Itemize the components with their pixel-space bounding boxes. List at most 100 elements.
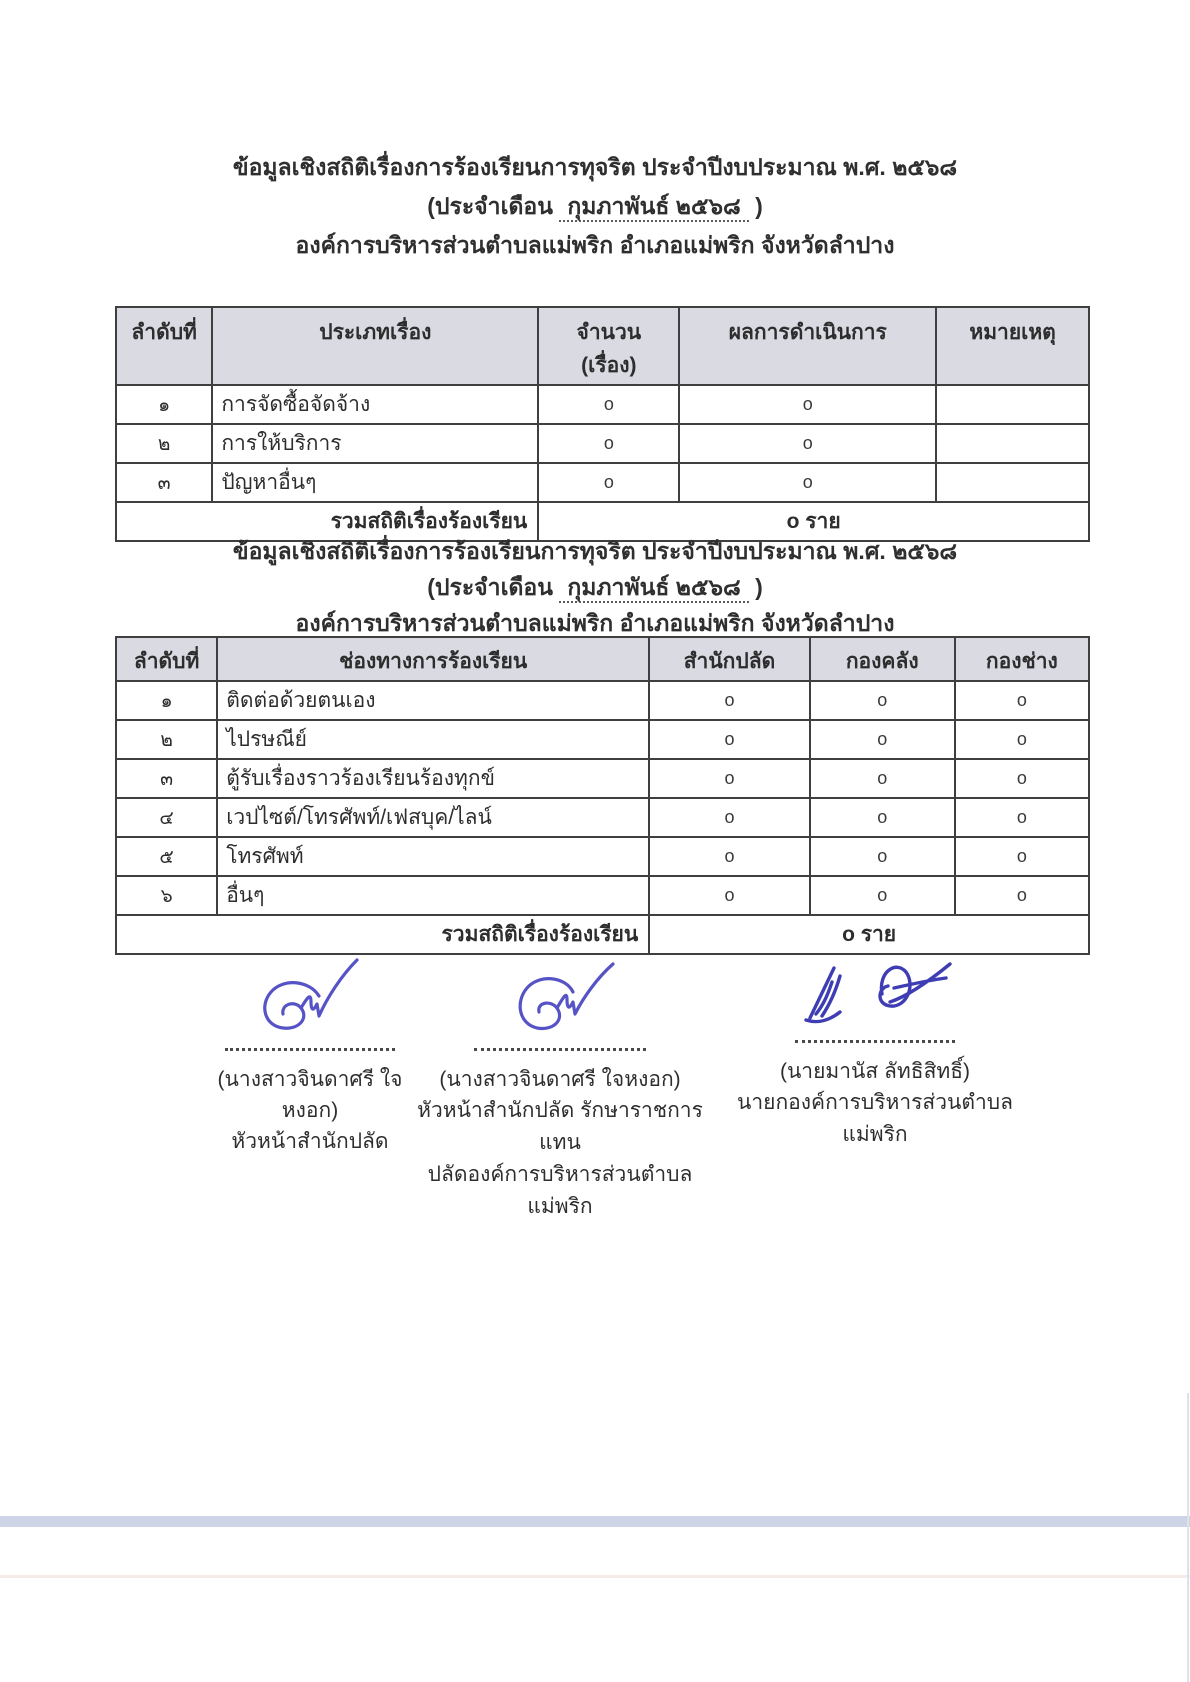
channel-label: ติดต่อด้วยตนเอง (216, 680, 651, 721)
col-header-no: ลำดับที่ (114, 636, 219, 682)
count-value: o (537, 384, 681, 425)
result-value: o (678, 384, 938, 425)
result-value: o (678, 423, 938, 464)
row-number: ๕ (114, 836, 219, 877)
row-number: ๓ (114, 758, 219, 799)
office3-value: o (953, 836, 1091, 877)
col-header-office1: สำนักปลัด (648, 636, 811, 682)
note-value (935, 384, 1090, 425)
table-row: ๑ ติดต่อด้วยตนเอง o o o (114, 680, 1091, 721)
signature-1-role: หัวหน้าสำนักปลัด (231, 1130, 389, 1153)
col-header-type: ประเภทเรื่อง (211, 306, 540, 386)
office2-value: o (808, 719, 956, 760)
signature-2-name: (นางสาวจินดาศรี ใจหงอก) (439, 1068, 681, 1091)
table-row: ๒ การให้บริการ o o (114, 423, 1090, 464)
table-row: ๓ ตู้รับเรื่องราวร้องเรียนร้องทุกข์ o o … (114, 758, 1091, 799)
col-header-result: ผลการดำเนินการ (678, 306, 938, 386)
table-row: ๔ เวปไซต์/โทรศัพท์/เฟสบุค/ไลน์ o o o (114, 797, 1091, 838)
signature-1-ink (263, 958, 359, 1030)
total-value: o ราย (537, 501, 1090, 542)
col-header-channel: ช่องทางการร้องเรียน (216, 636, 651, 682)
office2-value: o (808, 875, 956, 916)
col-header-office2: กองคลัง (808, 636, 956, 682)
signature-3-ink (804, 962, 952, 1024)
office1-value: o (648, 836, 811, 877)
row-number: ๒ (114, 423, 214, 464)
signature-2-ink (518, 962, 615, 1031)
channel-label: เวปไซต์/โทรศัพท์/เฟสบุค/ไลน์ (216, 797, 651, 838)
signature-2-role-line1: หัวหน้าสำนักปลัด รักษาราชการแทน (417, 1099, 703, 1154)
office2-value: o (808, 836, 956, 877)
scan-artifact-blue-band (0, 1516, 1190, 1527)
count-value: o (537, 462, 681, 503)
row-number: ๔ (114, 797, 219, 838)
signature-2-role-line2: ปลัดองค์การบริหารส่วนตำบลแม่พริก (427, 1163, 693, 1218)
office3-value: o (953, 680, 1091, 721)
table-header-row: ลำดับที่ ประเภทเรื่อง จำนวน (เรื่อง) ผลกา… (114, 306, 1090, 386)
complaint-type: การให้บริการ (211, 423, 540, 464)
office1-value: o (648, 680, 811, 721)
note-value (935, 462, 1090, 503)
report-month-value: กุมภาพันธ์ ๒๕๖๘ (559, 574, 749, 603)
signature-3-role: นายกองค์การบริหารส่วนตำบลแม่พริก (737, 1091, 1013, 1146)
complaint-type: การจัดซื้อจัดจ้าง (211, 384, 540, 425)
total-label: รวมสถิติเรื่องร้องเรียน (114, 501, 540, 542)
report-title-line1: ข้อมูลเชิงสถิติเรื่องการร้องเรียนการทุจร… (232, 538, 958, 564)
col-header-office3: กองช่าง (953, 636, 1091, 682)
total-value: o ราย (648, 914, 1090, 955)
count-value: o (537, 423, 681, 464)
signature-1-dotted-line (225, 1048, 395, 1051)
complaint-channel-table: ลำดับที่ ช่องทางการร้องเรียน สำนักปลัด ก… (114, 636, 1091, 955)
signature-block-1: (นางสาวจินดาศรี ใจหงอก) หัวหน้าสำนักปลัด (190, 958, 430, 1158)
office3-value: o (953, 797, 1091, 838)
table-row: ๓ ปัญหาอื่นๆ o o (114, 462, 1090, 503)
table-total-row: รวมสถิติเรื่องร้องเรียน o ราย (114, 914, 1090, 955)
signature-3-name: (นายมานัส ลัทธิสิทธิ์) (779, 1060, 971, 1083)
report-title-line2: (ประจำเดือน กุมภาพันธ์ ๒๕๖๘ ) (0, 569, 1190, 605)
row-number: ๑ (114, 384, 214, 425)
channel-label: อื่นๆ (216, 875, 651, 916)
office2-value: o (808, 797, 956, 838)
note-value (935, 423, 1090, 464)
col-header-count: จำนวน (เรื่อง) (537, 306, 681, 386)
channel-label: โทรศัพท์ (216, 836, 651, 877)
table-row: ๒ ไปรษณีย์ o o o (114, 719, 1091, 760)
row-number: ๓ (114, 462, 214, 503)
office3-value: o (953, 758, 1091, 799)
table-row: ๕ โทรศัพท์ o o o (114, 836, 1091, 877)
result-value: o (678, 462, 938, 503)
signature-2-dotted-line (474, 1048, 646, 1051)
row-number: ๒ (114, 719, 219, 760)
table-header-row: ลำดับที่ ช่องทางการร้องเรียน สำนักปลัด ก… (114, 636, 1091, 682)
office3-value: o (953, 875, 1091, 916)
row-number: ๖ (114, 875, 219, 916)
office2-value: o (808, 680, 956, 721)
office2-value: o (808, 758, 956, 799)
report-title-line3: องค์การบริหารส่วนตำบลแม่พริก อำเภอแม่พริ… (295, 232, 895, 258)
signature-block-2: (นางสาวจินดาศรี ใจหงอก) หัวหน้าสำนักปลัด… (400, 958, 720, 1223)
scan-artifact-right-edge (1187, 1393, 1189, 1682)
report-title-line2: (ประจำเดือน กุมภาพันธ์ ๒๕๖๘ ) (0, 187, 1190, 226)
office1-value: o (648, 875, 811, 916)
col-header-no: ลำดับที่ (114, 306, 214, 386)
office1-value: o (648, 797, 811, 838)
report-title-line1: ข้อมูลเชิงสถิติเรื่องการร้องเรียนการทุจร… (232, 154, 958, 180)
scan-artifact-faint-band (0, 1575, 1190, 1578)
title-block-1: ข้อมูลเชิงสถิติเรื่องการร้องเรียนการทุจร… (0, 148, 1190, 265)
signature-1-name: (นางสาวจินดาศรี ใจหงอก) (217, 1068, 403, 1122)
channel-label: ไปรษณีย์ (216, 719, 651, 760)
complaint-type-table: ลำดับที่ ประเภทเรื่อง จำนวน (เรื่อง) ผลกา… (114, 306, 1090, 542)
signature-3-dotted-line (795, 1040, 955, 1043)
table-total-row: รวมสถิติเรื่องร้องเรียน o ราย (114, 501, 1090, 542)
col-header-note: หมายเหตุ (935, 306, 1090, 386)
row-number: ๑ (114, 680, 219, 721)
office1-value: o (648, 719, 811, 760)
channel-label: ตู้รับเรื่องราวร้องเรียนร้องทุกข์ (216, 758, 651, 799)
table-row: ๖ อื่นๆ o o o (114, 875, 1091, 916)
table-row: ๑ การจัดซื้อจัดจ้าง o o (114, 384, 1090, 425)
report-month-value: กุมภาพันธ์ ๒๕๖๘ (559, 193, 749, 222)
office1-value: o (648, 758, 811, 799)
office3-value: o (953, 719, 1091, 760)
total-label: รวมสถิติเรื่องร้องเรียน (114, 914, 651, 955)
